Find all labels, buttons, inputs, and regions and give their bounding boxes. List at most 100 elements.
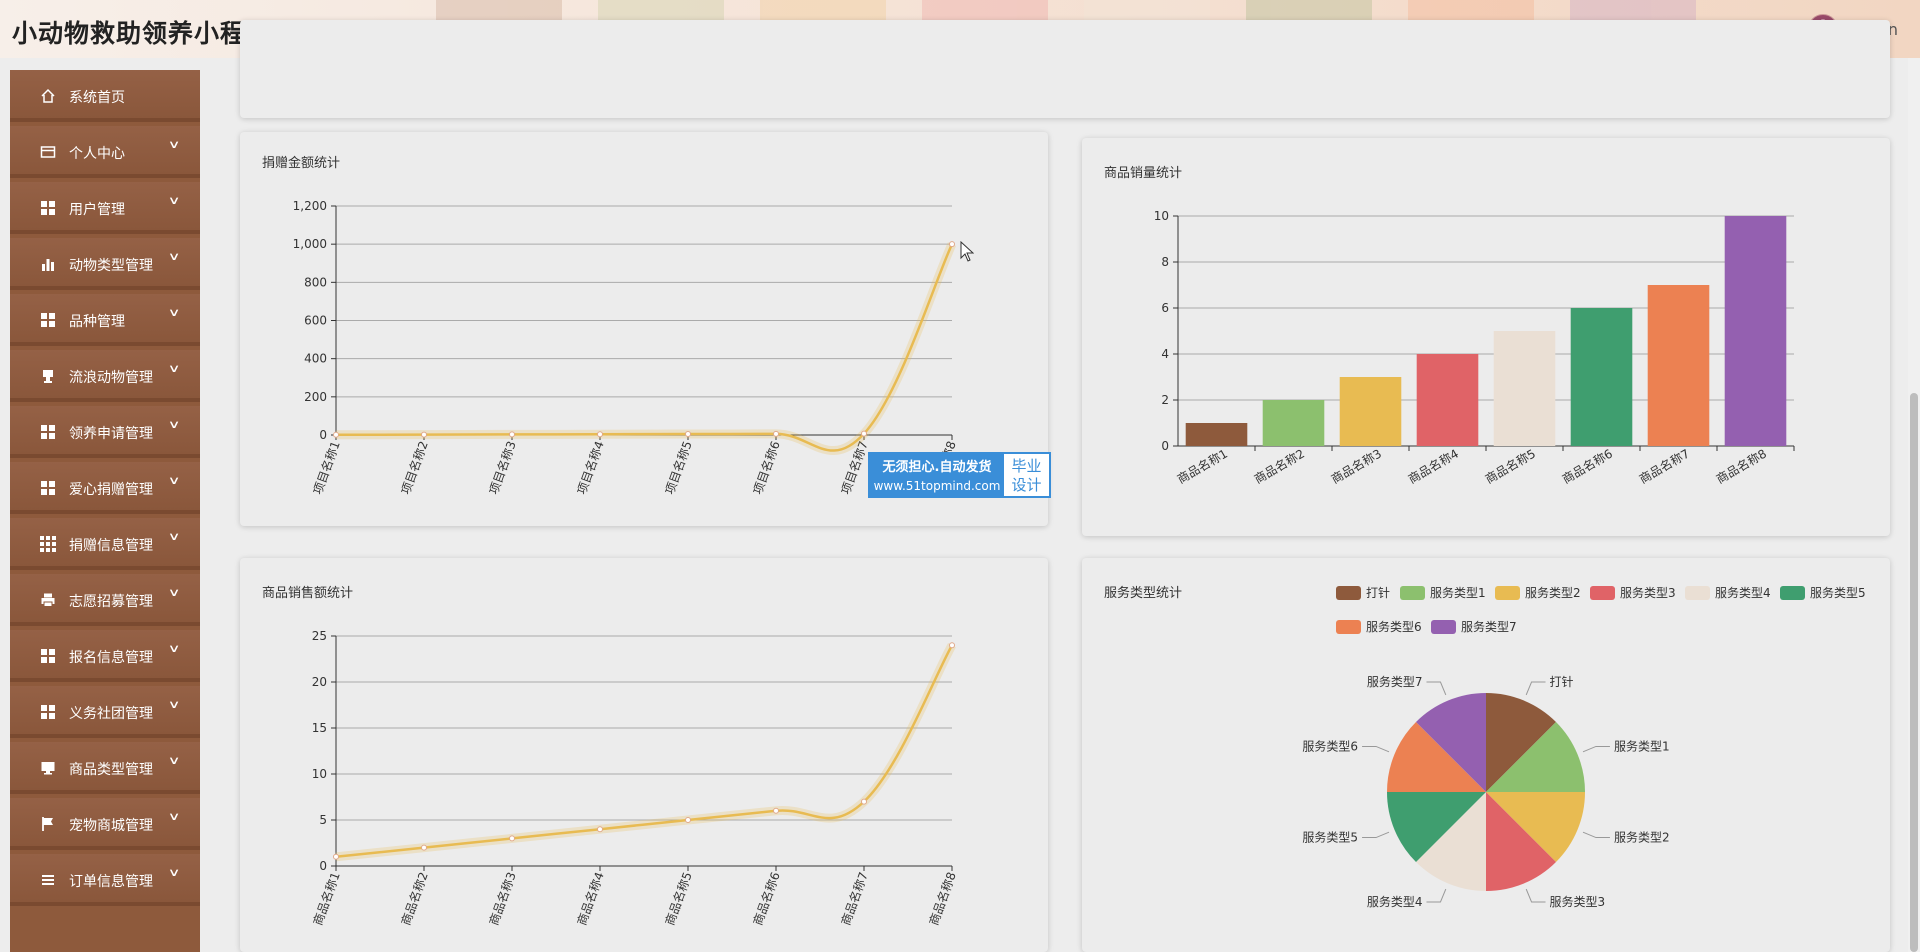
- sidebar-item-15[interactable]: 订单信息管理 ∨: [10, 854, 200, 906]
- legend-label: 服务类型5: [1810, 585, 1866, 600]
- bar: [1570, 308, 1633, 446]
- legend-label: 打针: [1366, 585, 1390, 600]
- bar: [1416, 354, 1479, 446]
- sidebar-item-9[interactable]: 捐赠信息管理 ∨: [10, 518, 200, 570]
- grid9-icon: [40, 536, 56, 552]
- x-tick-label: 商品名称6: [750, 870, 783, 927]
- sidebar-item-11[interactable]: 报名信息管理 ∨: [10, 630, 200, 682]
- chevron-down-icon: ∨: [167, 418, 181, 431]
- x-tick-label: 商品名称1: [310, 870, 343, 927]
- legend-swatch: [1590, 586, 1615, 600]
- x-tick-label: 项目名称2: [398, 439, 431, 496]
- watermark-side1: 毕业: [1011, 457, 1042, 475]
- y-tick-label: 10: [1154, 209, 1169, 223]
- y-tick-label: 5: [319, 813, 327, 827]
- page-scrollbar[interactable]: [1908, 58, 1920, 952]
- pie-label: 服务类型4: [1367, 894, 1423, 909]
- pie-slice: [1415, 792, 1486, 891]
- x-tick-label: 商品名称3: [1328, 446, 1384, 487]
- series-line-shadow: [335, 242, 957, 456]
- chevron-down-icon: ∨: [167, 586, 181, 599]
- watermark-line1: 无须担心.自动发货: [882, 460, 992, 475]
- x-tick-label: 商品名称4: [1405, 446, 1461, 487]
- pie-leader-line: [1525, 888, 1546, 903]
- data-point: [597, 826, 603, 833]
- data-point: [861, 798, 867, 805]
- list-icon: [40, 872, 56, 888]
- data-point: [949, 642, 955, 649]
- pie-slice: [1486, 792, 1557, 891]
- y-tick-label: 400: [304, 352, 327, 366]
- sidebar-item-label: 领养申请管理: [69, 426, 153, 442]
- legend-label: 服务类型4: [1715, 585, 1771, 600]
- x-tick-label: 商品名称1: [1174, 446, 1230, 487]
- data-point: [685, 431, 691, 438]
- chevron-down-icon: ∨: [167, 810, 181, 823]
- chart-title: 商品销售额统计: [262, 586, 354, 601]
- sidebar-item-10[interactable]: 志愿招募管理 ∨: [10, 574, 200, 626]
- pie-slice: [1387, 721, 1486, 792]
- data-point: [597, 431, 603, 438]
- sidebar-item-5[interactable]: 品种管理 ∨: [10, 294, 200, 346]
- legend-label: 服务类型3: [1620, 585, 1676, 600]
- chart-title: 服务类型统计: [1104, 586, 1183, 601]
- sidebar-item-label: 捐赠信息管理: [69, 538, 153, 554]
- sidebar-item-14[interactable]: 宠物商城管理 ∨: [10, 798, 200, 850]
- pie-label: 服务类型5: [1302, 830, 1358, 845]
- x-tick-label: 商品名称8: [926, 870, 959, 927]
- donation-line-chart: 0 200 400 600 800 1,000 1,200 项目名称1 项目名称2 项目名称3 项目…: [293, 199, 959, 496]
- sidebar-item-3[interactable]: 用户管理 ∨: [10, 182, 200, 234]
- pie-label: 打针: [1550, 674, 1574, 689]
- grid-icon: [40, 480, 56, 496]
- sidebar-item-12[interactable]: 义务社团管理 ∨: [10, 686, 200, 738]
- y-tick-label: 2: [1161, 393, 1169, 407]
- sidebar-item-2[interactable]: 个人中心 ∨: [10, 126, 200, 178]
- legend-label: 服务类型1: [1430, 585, 1486, 600]
- flag-icon: [40, 816, 56, 832]
- sidebar-item-label: 流浪动物管理: [69, 370, 153, 386]
- home-icon: [40, 88, 56, 104]
- x-tick-label: 项目名称4: [574, 439, 607, 496]
- y-tick-label: 600: [304, 314, 327, 328]
- data-point: [773, 807, 779, 814]
- series-line: [335, 243, 954, 452]
- data-point: [685, 817, 691, 823]
- legend-swatch: [1685, 586, 1710, 600]
- y-tick-label: 20: [312, 675, 327, 689]
- scrollbar-thumb[interactable]: [1910, 393, 1918, 952]
- bar: [1493, 331, 1556, 446]
- bar: [1262, 400, 1325, 446]
- y-tick-label: 1,200: [293, 199, 327, 213]
- y-tick-label: 1,000: [293, 237, 327, 251]
- sidebar-item-6[interactable]: 流浪动物管理 ∨: [10, 350, 200, 402]
- pie-label: 服务类型7: [1367, 674, 1423, 689]
- sidebar-item-13[interactable]: 商品类型管理 ∨: [10, 742, 200, 794]
- pie-label: 服务类型6: [1302, 738, 1358, 753]
- data-point: [421, 844, 427, 851]
- y-tick-label: 0: [319, 859, 327, 873]
- y-tick-label: 8: [1161, 255, 1169, 269]
- data-point: [421, 431, 427, 438]
- grid-icon: [40, 200, 56, 216]
- chevron-down-icon: ∨: [167, 754, 181, 767]
- pie-slice: [1387, 792, 1486, 863]
- legend-swatch: [1400, 586, 1425, 600]
- data-point: [773, 430, 779, 437]
- x-tick-label: 商品名称7: [838, 870, 871, 927]
- chevron-down-icon: ∨: [167, 530, 181, 543]
- sidebar-item-7[interactable]: 领养申请管理 ∨: [10, 406, 200, 458]
- x-tick-label: 商品名称5: [1482, 446, 1538, 487]
- sidebar-item-4[interactable]: 动物类型管理 ∨: [10, 238, 200, 290]
- sidebar-item-8[interactable]: 爱心捐赠管理 ∨: [10, 462, 200, 514]
- chevron-down-icon: ∨: [167, 474, 181, 487]
- chevron-down-icon: ∨: [167, 138, 181, 151]
- grid-icon: [40, 424, 56, 440]
- x-tick-label: 项目名称5: [662, 439, 695, 496]
- printer-icon: [40, 592, 56, 608]
- bar: [1339, 377, 1402, 446]
- sidebar-item-1[interactable]: 系统首页: [10, 70, 200, 122]
- chevron-down-icon: ∨: [167, 642, 181, 655]
- y-tick-label: 800: [304, 275, 327, 289]
- data-point: [949, 241, 955, 248]
- revenue-line-chart: 0 5 10 15 20 25 商品名称1 商品名称2 商品名称3 商品名称4 商品名称5 商品名称6…: [310, 629, 959, 927]
